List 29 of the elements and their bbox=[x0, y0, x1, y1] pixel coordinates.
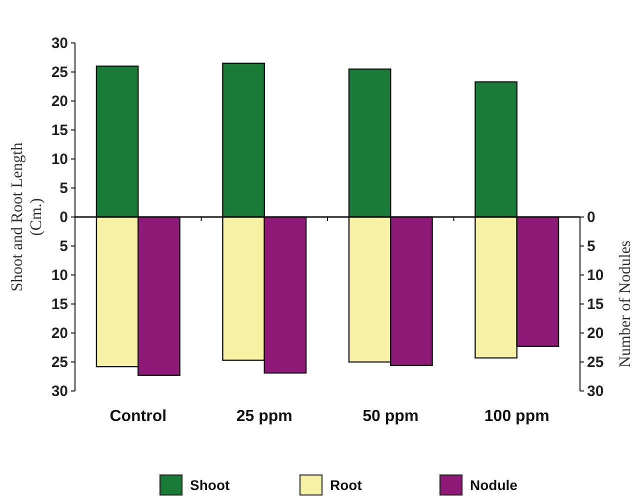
y2-tick-label: 15 bbox=[587, 296, 604, 313]
y-tick-label: 0 bbox=[60, 208, 68, 226]
y-tick-label: 25 bbox=[51, 354, 68, 371]
y2-tick-label: 0 bbox=[587, 208, 596, 226]
legend-label: Nodule bbox=[470, 477, 518, 493]
y-tick-label: 5 bbox=[60, 238, 68, 255]
x-tick-label: 100 ppm bbox=[484, 408, 550, 425]
y2-tick-label: 10 bbox=[587, 266, 604, 284]
y-tick-label: 25 bbox=[51, 64, 68, 81]
y2-tick-label: 25 bbox=[587, 354, 604, 371]
y2-tick-label: 5 bbox=[587, 238, 596, 255]
y-tick-label: 20 bbox=[51, 324, 68, 342]
y-tick-label: 5 bbox=[60, 180, 68, 197]
x-tick-label: 50 ppm bbox=[362, 408, 419, 425]
legend-label: Root bbox=[330, 477, 362, 493]
x-tick-label: Control bbox=[110, 408, 167, 425]
y-tick-label: 30 bbox=[51, 34, 68, 52]
legend-label: Shoot bbox=[190, 477, 230, 493]
y-tick-label: 30 bbox=[51, 382, 68, 400]
y-axis-title: Shoot and Root Length (Cm.) bbox=[9, 142, 45, 292]
y-tick-label: 15 bbox=[51, 122, 68, 139]
y2-tick-label: 30 bbox=[587, 382, 604, 400]
x-tick-label: 25 ppm bbox=[236, 408, 292, 425]
y-tick-label: 20 bbox=[51, 92, 68, 110]
y-tick-label: 15 bbox=[51, 296, 68, 313]
y2-tick-label: 20 bbox=[587, 324, 604, 342]
y-tick-label: 10 bbox=[51, 150, 68, 168]
y2-axis-title: Number of Nodules bbox=[617, 240, 634, 368]
y-tick-label: 10 bbox=[51, 266, 68, 284]
